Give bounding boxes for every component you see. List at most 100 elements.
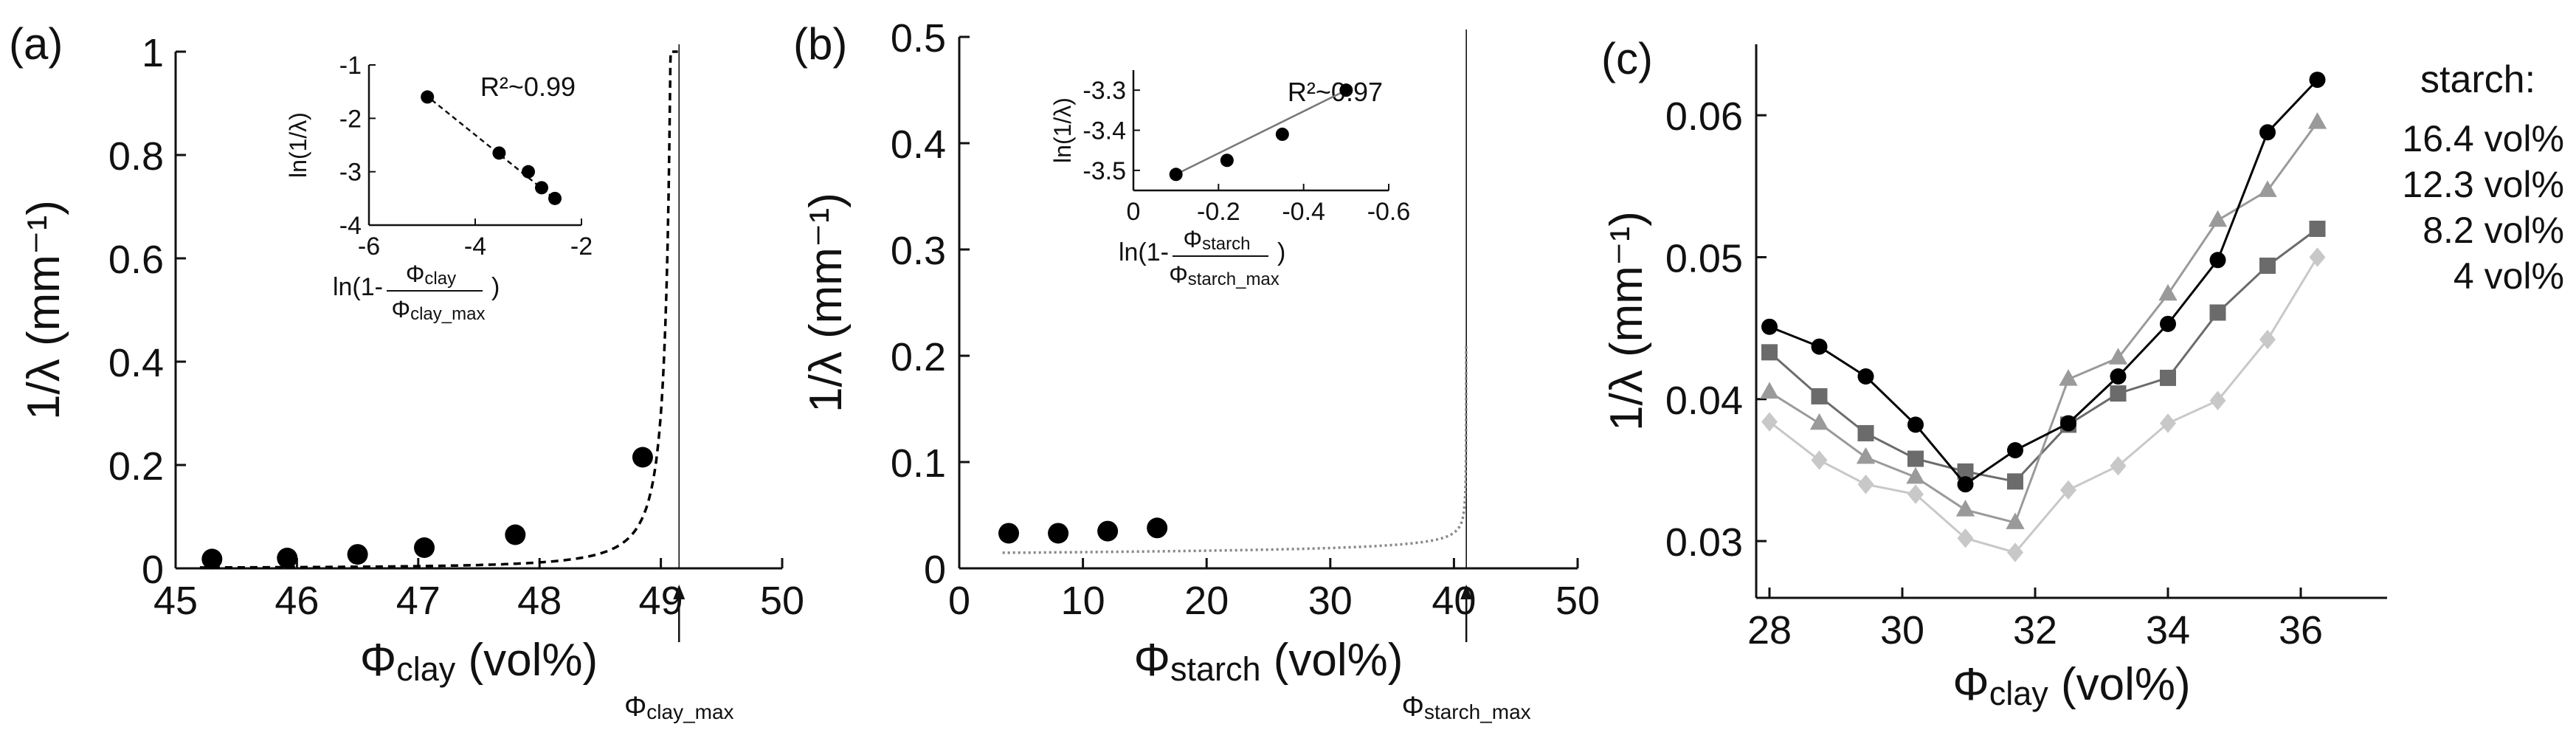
series-line — [1769, 121, 2318, 524]
inset-data-point — [535, 181, 548, 195]
inset-y-tick-label: -3.3 — [1082, 77, 1126, 105]
y-tick-label: 0.2 — [108, 444, 164, 489]
inset-x-label-denominator: Φclay_max — [392, 296, 486, 324]
panel-label: (a) — [9, 19, 63, 69]
y-tick-label: 0.1 — [891, 441, 946, 486]
data-point — [2309, 221, 2326, 237]
y-tick-label: 0.05 — [1665, 236, 1743, 280]
data-point — [1048, 523, 1069, 544]
data-point — [1811, 338, 1828, 355]
inset-y-tick-label: -3.5 — [1082, 157, 1126, 185]
data-point — [505, 524, 526, 545]
data-point — [1761, 412, 1778, 432]
data-point — [2160, 315, 2176, 332]
x-tick-label: 40 — [1432, 579, 1476, 623]
inset-y-tick-label: -4 — [339, 212, 362, 240]
x-tick-label: 30 — [1308, 579, 1353, 623]
y-tick-label: 0.4 — [108, 341, 164, 385]
x-axis-label-unit: (vol%) — [2048, 659, 2191, 710]
legend-entry: 8.2 vol% — [2423, 210, 2564, 251]
inset-y-tick-label: -2 — [339, 105, 362, 133]
data-point — [1811, 388, 1828, 404]
inset-x-label-suffix: ) — [1277, 238, 1285, 266]
inset-a: -1-2-3-4-6 -4 -2ln(1/λ)ln(1- ΦclayΦclay_max… — [285, 52, 593, 324]
numerator-symbol: Φ — [406, 261, 425, 287]
r-squared-annotation: R²~0.97 — [1288, 77, 1383, 107]
marker-symbol: Φ — [624, 692, 646, 723]
y-tick-label: 0.03 — [1665, 520, 1743, 565]
inset-data-point — [1339, 83, 1353, 97]
legend-title: starch: — [2420, 58, 2535, 101]
x-axis-label: Φclay (vol%) — [360, 635, 598, 688]
data-point — [1761, 318, 1778, 335]
inset-y-tick-label: -1 — [339, 52, 362, 80]
x-tick-label: 36 — [2279, 608, 2323, 652]
numerator-sub: starch — [1202, 234, 1250, 254]
legend-entry: 16.4 vol% — [2402, 118, 2564, 159]
inset-x-label-suffix: ) — [491, 273, 500, 301]
x-tick-label: 46 — [274, 579, 319, 623]
data-point — [414, 537, 435, 558]
panel-label: (b) — [793, 19, 847, 69]
x-tick-label: 10 — [1061, 579, 1105, 623]
x-tick-label: 50 — [1555, 579, 1600, 623]
inset-x-label-prefix: ln(1- — [1119, 238, 1169, 266]
data-point — [1907, 450, 1924, 467]
series-diamond — [1761, 247, 2326, 562]
inset-y-tick-label: -3.4 — [1082, 117, 1126, 145]
marker-sub: starch_max — [1424, 700, 1531, 723]
y-tick-label: 0.6 — [108, 238, 164, 282]
inset-x-tick-label: -6 — [358, 232, 380, 261]
data-point — [2007, 442, 2023, 458]
numerator-sub: clay — [424, 269, 456, 289]
marker-label: Φclay_max — [624, 692, 734, 723]
data-point — [1957, 476, 1974, 493]
denominator-sub: starch_max — [1188, 269, 1280, 289]
y-tick-label: 0.04 — [1665, 379, 1743, 423]
marker-arrow-head — [673, 585, 686, 599]
inset-x-tick-label: -4 — [464, 232, 486, 261]
y-tick-label: 1 — [142, 31, 164, 75]
legend-entry: 12.3 vol% — [2402, 164, 2564, 205]
inset-data-point — [1220, 154, 1234, 168]
inset-fit-line — [1171, 87, 1351, 178]
y-tick-label: 0.4 — [891, 123, 946, 167]
data-point — [1906, 466, 1925, 484]
inset-x-label-prefix: ln(1- — [333, 273, 383, 301]
data-point — [1097, 520, 1119, 542]
data-point — [2259, 329, 2276, 350]
series-triangle — [1760, 112, 2327, 529]
data-point — [2060, 480, 2076, 500]
data-point — [998, 523, 1020, 544]
y-tick-label: 0 — [142, 548, 164, 592]
data-point — [2258, 180, 2277, 197]
x-axis-label-symbol: Φ — [1952, 659, 1989, 710]
y-axis-label: 1/λ (mm⁻¹) — [18, 200, 69, 420]
marker-label: Φstarch_max — [1402, 692, 1531, 723]
inset-data-point — [548, 191, 562, 205]
data-point — [2110, 385, 2127, 402]
data-point — [2259, 258, 2276, 274]
legend-entry: 4 vol% — [2454, 255, 2564, 297]
data-point — [277, 548, 298, 568]
inset-data-point — [522, 165, 535, 179]
x-tick-label: 32 — [2013, 608, 2057, 652]
x-tick-label: 30 — [1880, 608, 1924, 652]
panel-b: (b) 0 0.1 0.2 0.3 0.4 0.5 0 10 20 30 40 50 1/λ (mm⁻¹)… — [793, 16, 1600, 723]
inset-x-label-denominator: Φstarch_max — [1169, 261, 1280, 289]
x-axis-label-symbol: Φ — [360, 635, 396, 686]
data-point — [1907, 416, 1924, 433]
data-point — [1811, 450, 1828, 470]
y-tick-label: 0.8 — [108, 134, 164, 179]
inset-data-point — [492, 146, 506, 160]
data-point — [1856, 447, 1876, 464]
x-tick-label: 28 — [1747, 608, 1792, 652]
data-point — [2309, 72, 2326, 89]
x-axis-label-symbol: Φ — [1134, 635, 1170, 686]
data-point — [1809, 413, 1829, 430]
data-point — [1907, 484, 1924, 504]
x-axis-label: Φstarch (vol%) — [1134, 635, 1403, 688]
x-tick-label: 50 — [760, 579, 804, 623]
inset-data-point — [421, 90, 435, 104]
y-tick-label: 0.06 — [1665, 94, 1743, 139]
